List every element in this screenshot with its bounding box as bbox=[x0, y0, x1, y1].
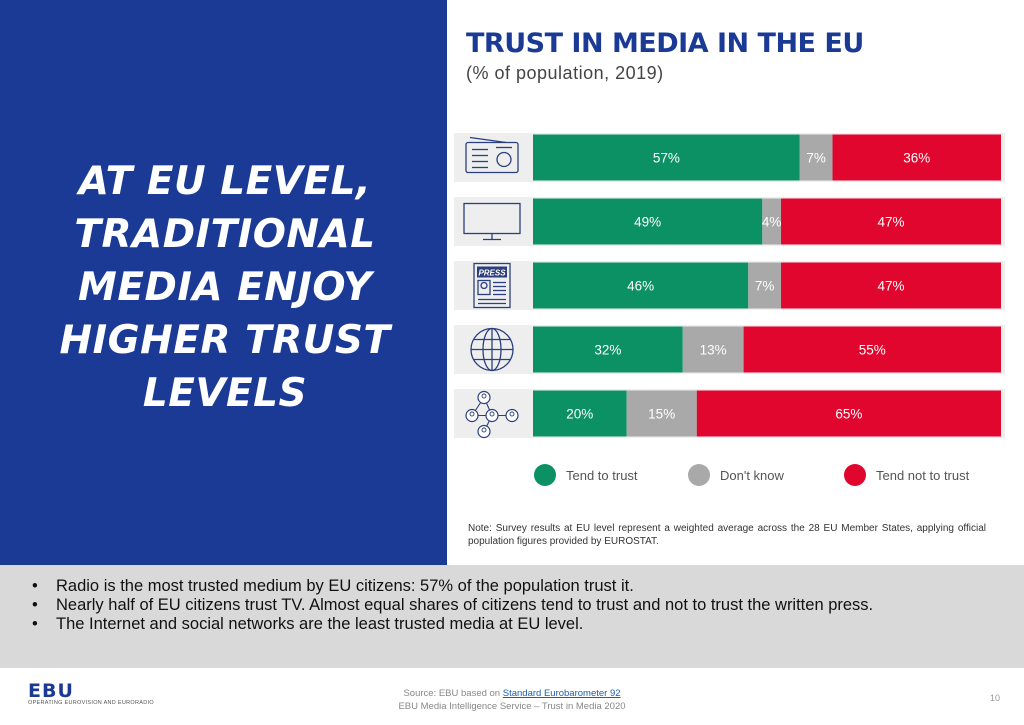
network-node bbox=[465, 408, 479, 423]
bar-segment bbox=[533, 390, 627, 437]
press-photo-head bbox=[480, 281, 488, 290]
network-person bbox=[489, 411, 495, 417]
network-person bbox=[469, 411, 475, 417]
bar-segment bbox=[743, 326, 1001, 373]
ebu-logo: EBU bbox=[28, 680, 74, 702]
bar-segment bbox=[762, 198, 782, 245]
legend-swatch bbox=[534, 464, 556, 486]
page-number: 10 bbox=[990, 693, 1001, 703]
bullet-item: • Nearly half of EU citizens trust TV. Al… bbox=[32, 596, 972, 615]
bar-segment bbox=[696, 390, 1001, 437]
bar-segment bbox=[626, 390, 697, 437]
bullet-text: Radio is the most trusted medium by EU c… bbox=[56, 577, 634, 595]
bar-segment bbox=[533, 262, 749, 309]
network-node bbox=[477, 390, 491, 405]
chart-title: TRUST IN MEDIA IN THE EU bbox=[466, 28, 864, 59]
network-node bbox=[505, 408, 519, 423]
press-banner bbox=[477, 266, 507, 278]
bar-segment bbox=[832, 134, 1001, 181]
data-label: 7% bbox=[806, 151, 826, 166]
legend-label: Tend to trust bbox=[566, 468, 638, 483]
left-panel: AT EU LEVEL, TRADITIONAL MEDIA ENJOY HIG… bbox=[0, 0, 447, 565]
headline-line: AT EU LEVEL, bbox=[78, 159, 372, 204]
bar-segment bbox=[533, 326, 683, 373]
data-label: 15% bbox=[648, 407, 675, 422]
chart-subtitle: (% of population, 2019) bbox=[466, 63, 664, 83]
headline-line: HIGHER TRUST bbox=[59, 318, 391, 363]
radio-icon bbox=[465, 136, 519, 174]
data-label: 36% bbox=[903, 151, 930, 166]
source-line: Source: EBU based on Standard Eurobarome… bbox=[0, 688, 1024, 699]
bar-segment bbox=[748, 262, 782, 309]
data-label: 57% bbox=[653, 151, 680, 166]
data-label: 47% bbox=[878, 215, 905, 230]
data-label: 47% bbox=[878, 279, 905, 294]
bar-segment bbox=[682, 326, 744, 373]
source-prefix: Source: EBU based on bbox=[403, 688, 503, 699]
tv-icon bbox=[463, 202, 521, 241]
data-label: 20% bbox=[566, 407, 593, 422]
legend-label: Don't know bbox=[720, 468, 785, 483]
data-label: 4% bbox=[762, 215, 782, 230]
key-findings-list: • Radio is the most trusted medium by EU … bbox=[32, 577, 972, 634]
bar-segment bbox=[781, 198, 1001, 245]
bullet-dot: • bbox=[32, 596, 38, 614]
chart-note: Note: Survey results at EU level represe… bbox=[468, 523, 986, 547]
radio-knob bbox=[496, 151, 512, 168]
press-paper bbox=[473, 262, 511, 309]
network-person bbox=[509, 411, 515, 417]
bullet-item: • Radio is the most trusted medium by EU … bbox=[32, 577, 972, 596]
press-icon: PRESS bbox=[473, 262, 511, 309]
network-node bbox=[477, 424, 491, 439]
radio-antenna bbox=[469, 136, 507, 144]
bar-segment bbox=[533, 134, 800, 181]
bullet-dot: • bbox=[32, 615, 38, 633]
internet-icon bbox=[470, 327, 514, 372]
social-network-icon bbox=[465, 390, 519, 439]
data-label: 46% bbox=[627, 279, 654, 294]
key-findings-panel: • Radio is the most trusted medium by EU … bbox=[0, 565, 1024, 668]
radio-body bbox=[465, 141, 519, 174]
network-node bbox=[485, 408, 499, 423]
headline: AT EU LEVEL, TRADITIONAL MEDIA ENJOY HIG… bbox=[40, 155, 410, 420]
bullet-text: Nearly half of EU citizens trust TV. Alm… bbox=[56, 596, 874, 614]
legend-label: Tend not to trust bbox=[876, 468, 970, 483]
data-label: 7% bbox=[755, 279, 775, 294]
headline-line: MEDIA ENJOY bbox=[78, 265, 372, 310]
data-label: 55% bbox=[859, 343, 886, 358]
data-label: 65% bbox=[835, 407, 862, 422]
press-photo bbox=[477, 279, 491, 296]
bullet-item: • The Internet and social networks are th… bbox=[32, 615, 972, 634]
headline-line: TRADITIONAL bbox=[74, 212, 376, 257]
data-label: 32% bbox=[594, 343, 621, 358]
network-person bbox=[481, 427, 487, 433]
bar-segment bbox=[799, 134, 833, 181]
source-link[interactable]: Standard Eurobarometer 92 bbox=[502, 688, 621, 699]
legend-swatch bbox=[688, 464, 710, 486]
headline-line: LEVELS bbox=[142, 371, 308, 416]
data-label: 49% bbox=[634, 215, 661, 230]
bar-segment bbox=[781, 262, 1001, 309]
service-line: EBU Media Intelligence Service – Trust i… bbox=[398, 701, 626, 712]
data-label: 13% bbox=[700, 343, 727, 358]
bullet-dot: • bbox=[32, 577, 38, 595]
bar-segment bbox=[533, 198, 763, 245]
network-person bbox=[481, 393, 487, 399]
legend-swatch bbox=[844, 464, 866, 486]
trust-chart: 57% 7% 36% 49% 4% 47% PRESS 46% 7% 47% 32% 13% 55% 20… bbox=[454, 133, 1005, 486]
bullet-text: The Internet and social networks are the… bbox=[56, 615, 584, 633]
press-label: PRESS bbox=[478, 269, 506, 278]
ebu-tagline: OPERATING EUROVISION AND EURORADIO bbox=[28, 700, 154, 706]
